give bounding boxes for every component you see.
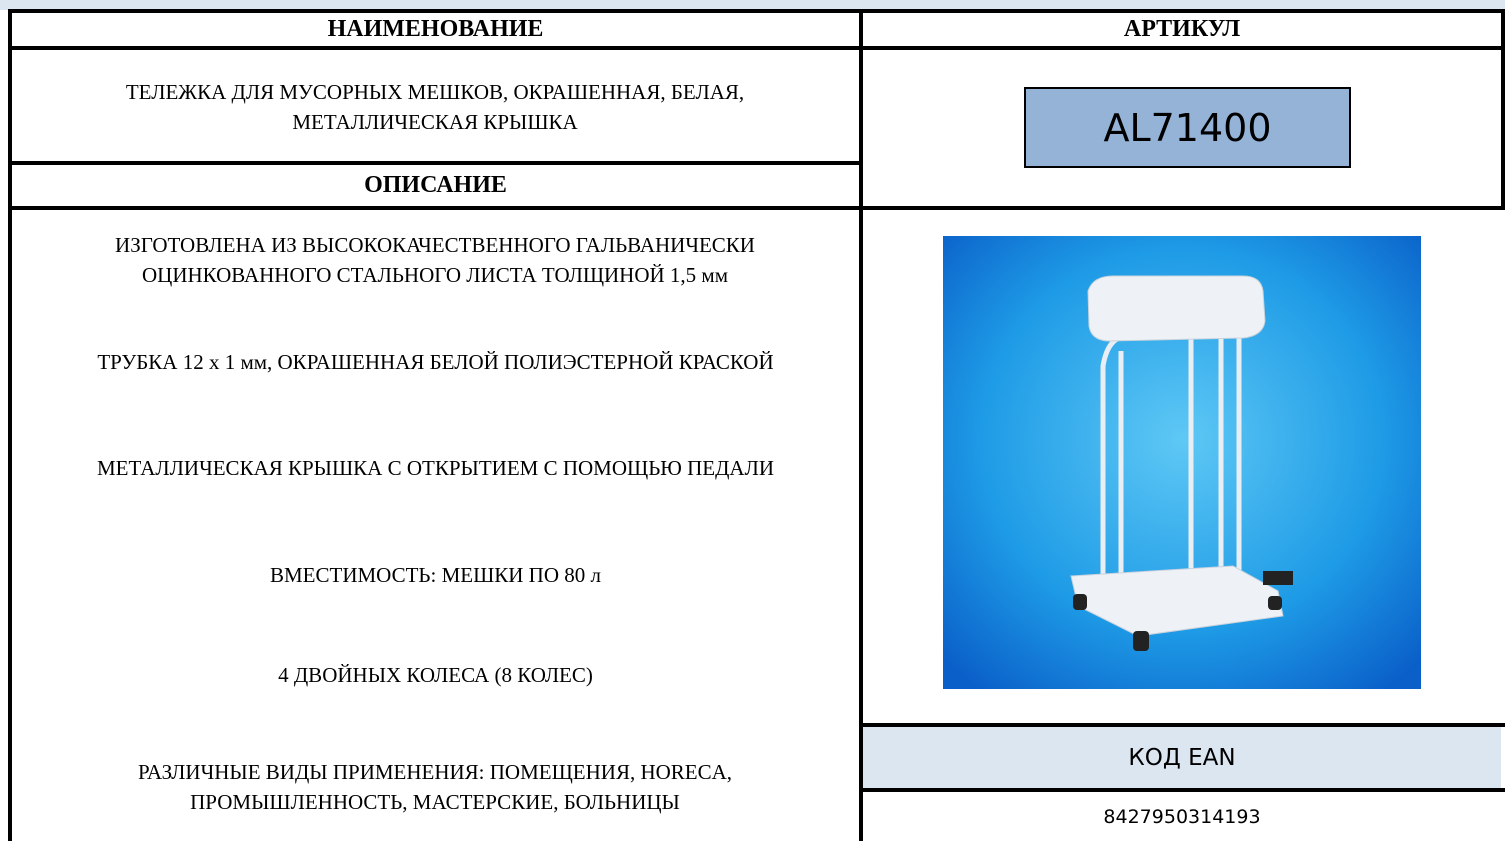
border — [8, 9, 12, 841]
header: АРТИКУЛ — [1123, 16, 1241, 42]
border — [859, 9, 863, 841]
border — [8, 206, 1505, 210]
description-item: ВМЕСТИМОСТЬ: МЕШКИ ПО 80 л — [270, 563, 601, 587]
description-item: ИЗГОТОВЛЕНА ИЗ ВЫСОКОКАЧЕСТВЕННОГО ГАЛЬВ… — [115, 233, 755, 287]
product-name: ТЕЛЕЖКА ДЛЯ МУСОРНЫХ МЕШКОВ, ОКРАШЕННАЯ,… — [125, 80, 745, 134]
border — [8, 161, 863, 165]
description-item: МЕТАЛЛИЧЕСКАЯ КРЫШКА С ОТКРЫТИЕМ С ПОМОЩ… — [96, 456, 774, 480]
border — [859, 788, 1505, 792]
description-item: 4 ДВОЙНЫХ КОЛЕСА (8 КОЛЕС) — [278, 663, 593, 687]
description-item: ТРУБКА 12 х 1 мм, ОКРАШЕННАЯ БЕЛОЙ ПОЛИЭ… — [97, 350, 774, 374]
header: ОПИСАНИЕ — [364, 172, 507, 198]
border — [8, 9, 1505, 13]
article-code: AL71400 — [1024, 87, 1351, 168]
border — [859, 723, 1505, 727]
header: КОД EAN — [863, 727, 1501, 788]
description-item: РАЗЛИЧНЫЕ ВИДЫ ПРИМЕНЕНИЯ: ПОМЕЩЕНИЯ, HO… — [137, 760, 733, 814]
product-image — [943, 236, 1421, 689]
top-strip — [0, 0, 1505, 10]
ean-code: 8427950314193 — [1103, 806, 1261, 828]
border — [8, 46, 1505, 50]
border — [1501, 9, 1505, 209]
header: НАИМЕНОВАНИЕ — [327, 16, 544, 42]
